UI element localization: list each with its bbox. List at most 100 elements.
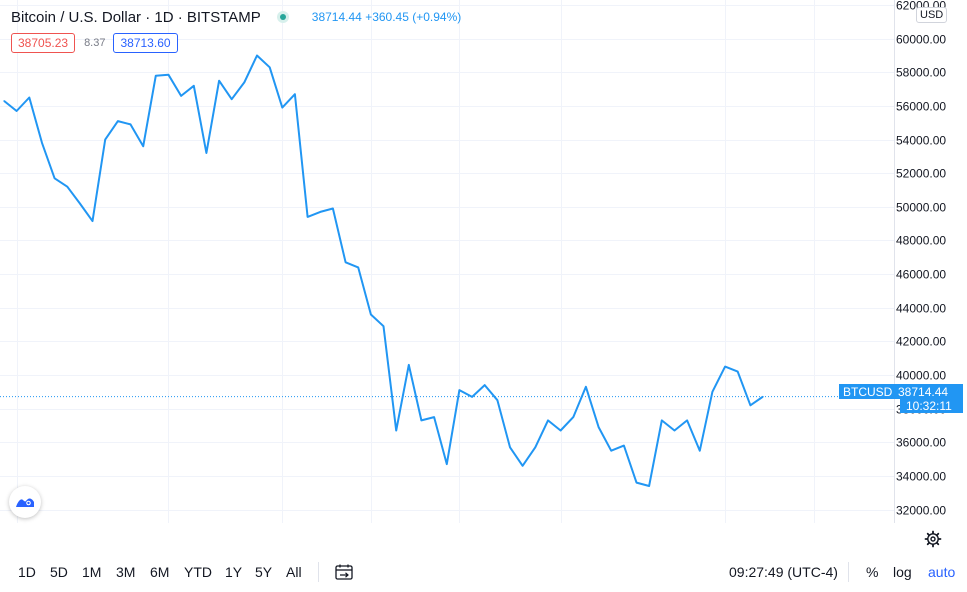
price-point: [711, 391, 714, 393]
y-tick-label: 36000.00: [896, 436, 946, 450]
price-point: [357, 266, 359, 268]
price-point: [167, 74, 170, 76]
price-point: [749, 404, 752, 406]
range-button-5d[interactable]: 5D: [50, 564, 68, 580]
price-point: [560, 429, 562, 432]
price-point: [155, 75, 157, 77]
price-point: [420, 419, 422, 421]
y-tick-label: 48000.00: [896, 234, 946, 248]
price-point: [610, 450, 612, 452]
price-point: [673, 429, 676, 432]
chart-area[interactable]: 32000.0034000.0036000.0038000.0040000.00…: [0, 0, 967, 548]
price-point: [598, 426, 600, 428]
price-point: [572, 416, 574, 418]
price-point: [547, 419, 549, 421]
price-point: [79, 202, 81, 205]
price-point: [256, 54, 258, 57]
price-point: [104, 139, 106, 141]
bid-price[interactable]: 38705.23: [11, 33, 76, 53]
price-point: [307, 216, 309, 218]
range-button-3m[interactable]: 3M: [116, 564, 136, 580]
range-button-1m[interactable]: 1M: [82, 564, 102, 580]
price-point: [484, 384, 486, 386]
price-point: [509, 446, 511, 448]
price-point: [218, 80, 220, 82]
price-point: [129, 123, 132, 125]
price-point: [41, 142, 43, 144]
change-value: +360.45 (+0.94%): [365, 10, 462, 24]
price-point: [28, 96, 30, 99]
bottom-toolbar: 1D 5D 1M 3M 6M YTD 1Y 5Y All: [0, 554, 967, 592]
price-point: [117, 120, 119, 122]
range-button-1d[interactable]: 1D: [18, 564, 36, 580]
price-line-layer: [0, 54, 894, 487]
y-tick-label: 40000.00: [896, 369, 946, 383]
price-point: [471, 396, 473, 398]
percent-scale-toggle[interactable]: %: [866, 564, 879, 580]
y-tick-label: 50000.00: [896, 201, 946, 215]
price-point: [699, 450, 701, 452]
y-tick-label: 56000.00: [896, 100, 946, 114]
price-point: [319, 211, 321, 213]
price-point: [446, 463, 448, 465]
y-tick-label: 44000.00: [896, 302, 946, 316]
market-open-dot-icon: [276, 11, 289, 23]
price-point: [433, 416, 435, 418]
price-point: [54, 177, 56, 179]
price-point: [585, 386, 587, 388]
price-point: [243, 81, 245, 83]
price-point: [142, 145, 144, 147]
price-point: [193, 85, 195, 87]
symbol-title[interactable]: Bitcoin / U.S. Dollar · 1D · BITSTAMP: [11, 8, 261, 26]
toolbar-divider: [318, 562, 319, 582]
range-button-5y[interactable]: 5Y: [255, 564, 273, 580]
price-point: [686, 419, 688, 421]
y-tick-label: 60000.00: [896, 33, 946, 47]
price-chart[interactable]: 32000.0034000.0036000.0038000.0040000.00…: [0, 0, 967, 523]
y-tick-label: 58000.00: [896, 66, 946, 80]
y-tick-label: 32000.00: [896, 504, 946, 518]
auto-scale-toggle[interactable]: auto: [928, 564, 956, 580]
price-point: [661, 419, 663, 421]
gear-icon[interactable]: [924, 530, 942, 548]
price-point: [231, 98, 233, 100]
price-point: [332, 207, 334, 210]
log-scale-toggle[interactable]: log: [893, 564, 912, 580]
price-point: [370, 313, 372, 316]
price-point: [408, 364, 410, 366]
last-price: 38714.44: [311, 10, 362, 24]
last-price-tag: BTCUSD 38714.44: [839, 384, 963, 399]
toolbar-divider: [848, 562, 849, 582]
y-tick-label: 52000.00: [896, 167, 946, 181]
price-point: [294, 93, 296, 95]
axes: [894, 0, 895, 523]
price-point: [648, 485, 650, 487]
price-point: [16, 110, 18, 112]
quote-row: 38705.23 8.37 38713.60: [11, 33, 178, 53]
y-tick-label: 46000.00: [896, 268, 946, 282]
calendar-icon[interactable]: [335, 564, 353, 580]
price-point: [269, 66, 271, 68]
y-axis-labels: 32000.0034000.0036000.0038000.0040000.00…: [896, 0, 946, 518]
y-tick-label: 54000.00: [896, 134, 946, 148]
tradingview-logo-icon[interactable]: [9, 486, 41, 518]
range-button-all[interactable]: All: [286, 564, 302, 580]
price-change: 38714.44 +360.45 (+0.94%): [312, 10, 461, 24]
grid-lines: [0, 0, 894, 523]
ask-price[interactable]: 38713.60: [113, 33, 178, 53]
price-point: [66, 186, 68, 188]
bar-countdown: 10:32:11: [900, 399, 963, 413]
price-point: [395, 429, 397, 432]
range-button-ytd[interactable]: YTD: [184, 564, 212, 580]
price-point: [762, 396, 764, 398]
range-button-1y[interactable]: 1Y: [225, 564, 243, 580]
price-tag-symbol: BTCUSD: [843, 384, 893, 399]
range-button-6m[interactable]: 6M: [150, 564, 170, 580]
currency-label[interactable]: USD: [916, 7, 948, 23]
btc-price-line[interactable]: [3, 54, 764, 487]
price-point: [534, 446, 536, 448]
clock-timezone[interactable]: 09:27:49 (UTC-4): [729, 564, 838, 580]
price-point: [205, 152, 207, 154]
price-point: [522, 465, 524, 467]
price-point: [496, 399, 498, 401]
